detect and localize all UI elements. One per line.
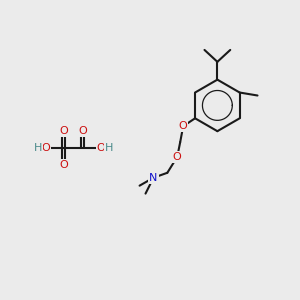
Text: O: O bbox=[179, 121, 188, 131]
Text: H: H bbox=[104, 143, 113, 153]
Text: O: O bbox=[97, 143, 105, 153]
Text: O: O bbox=[59, 126, 68, 136]
Text: O: O bbox=[59, 160, 68, 170]
Text: O: O bbox=[41, 143, 50, 153]
Text: N: N bbox=[149, 173, 158, 183]
Text: O: O bbox=[78, 126, 87, 136]
Text: H: H bbox=[34, 143, 42, 153]
Text: O: O bbox=[173, 152, 182, 162]
